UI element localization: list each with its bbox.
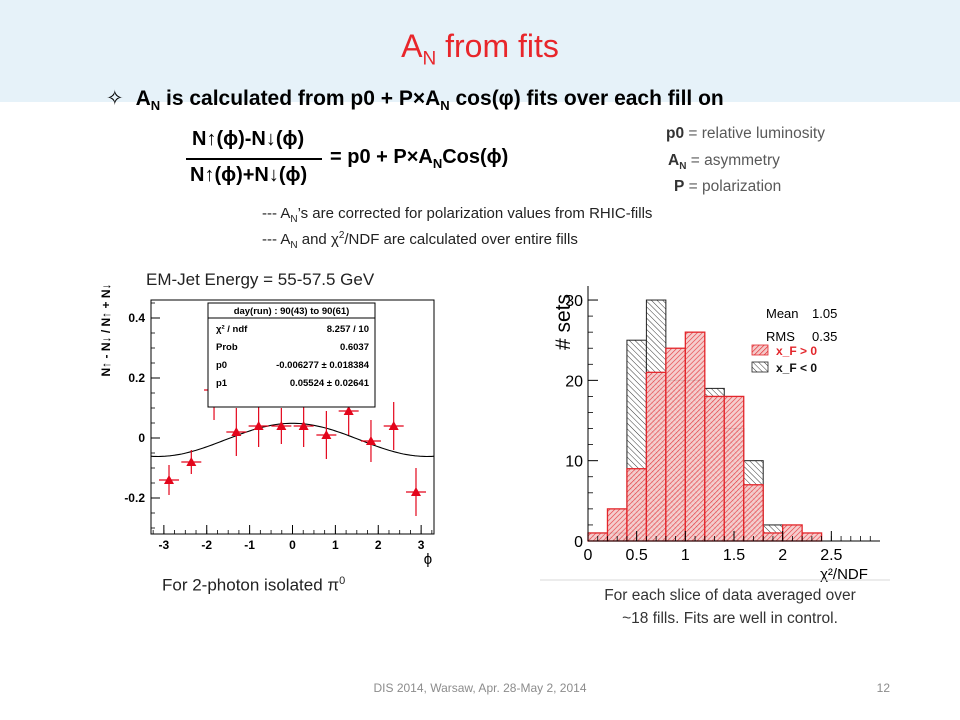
formula-numerator: N↑(ϕ)-N↓(ϕ) (192, 128, 305, 150)
legend-label-xf-pos: x_F > 0 (776, 344, 817, 358)
note-chi2: --- AN and χ2/NDF are calculated over en… (262, 230, 578, 251)
stats-row-value: -0.006277 ± 0.018384 (276, 360, 370, 371)
stats-row-value: 8.257 / 10 (327, 324, 369, 335)
x-tick-label: 2 (375, 538, 382, 552)
formula-fraction-bar (186, 158, 322, 160)
left-chart-title: EM-Jet Energy = 55-57.5 GeV (146, 270, 375, 289)
x-tick-label: 3 (418, 538, 425, 552)
y-tick-label: 0 (574, 534, 583, 551)
histogram-bar-xf-pos (743, 484, 764, 542)
legend-swatch-xf-pos (751, 344, 769, 356)
y-tick-label: 0.4 (128, 311, 145, 325)
x-tick-label: 1 (681, 547, 690, 564)
y-tick-label: 20 (565, 373, 583, 390)
y-tick-label: 30 (565, 293, 583, 310)
legend-p: P = polarization (674, 178, 782, 195)
left-chart-caption: For 2-photon isolated π0 (162, 575, 346, 595)
stats-box (207, 302, 376, 408)
x-tick-label: 0.5 (626, 547, 648, 564)
histogram-bar-xf-pos (723, 395, 745, 542)
stats-header: day(run) : 90(43) to 90(61) (234, 306, 350, 317)
right-chart-caption: For each slice of data averaged over ~18 … (604, 587, 856, 627)
histogram-bar-xf-pos (665, 347, 686, 542)
stats-row-name: χ² / ndf (216, 324, 248, 335)
stats-rms-value: 0.35 (812, 329, 837, 344)
stats-mean-value: 1.05 (812, 306, 837, 321)
footer: DIS 2014, Warsaw, Apr. 28-May 2, 2014 (373, 681, 587, 695)
y-axis-label: # sets (552, 294, 575, 350)
y-tick-label: 0.2 (128, 371, 145, 385)
y-axis-label: N↑ - N↓ / N↑ + N↓ (99, 283, 113, 376)
stats-row-name: p0 (216, 360, 227, 371)
star-bullet-icon: ✧ (106, 87, 124, 110)
stats-row-name: p1 (216, 378, 228, 389)
header-band (0, 0, 960, 102)
x-tick-label: 2.5 (820, 547, 842, 564)
x-axis-label: ϕ (424, 551, 432, 568)
x-tick-label: 2 (778, 547, 787, 564)
x-tick-label: 1 (332, 538, 339, 552)
x-tick-label: -1 (244, 538, 255, 552)
formula-denominator: N↑(ϕ)+N↓(ϕ) (190, 164, 308, 186)
x-tick-label: 0 (584, 547, 593, 564)
legend-swatch-xf-neg (751, 361, 769, 373)
formula: N↑(ϕ)-N↓(ϕ) N↑(ϕ)+N↓(ϕ) = p0 + P×ANCos(ϕ… (186, 124, 546, 194)
data-point (298, 421, 309, 430)
data-point (343, 406, 354, 415)
x-axis-label: χ²/NDF (820, 566, 868, 583)
data-point (321, 430, 332, 439)
formula-rhs: = p0 + P×ANCos(ϕ) (330, 146, 509, 171)
legend-an: AN = asymmetry (668, 152, 780, 173)
legend-label-xf-neg: x_F < 0 (776, 361, 817, 375)
y-tick-label: -0.2 (124, 491, 145, 505)
y-tick-label: 10 (565, 454, 583, 471)
note-polarization: --- AN’s are corrected for polarization … (262, 205, 653, 225)
x-tick-label: -3 (159, 538, 170, 552)
stats-rms-label: RMS (766, 329, 795, 344)
x-tick-label: -2 (201, 538, 212, 552)
histogram-bar-xf-pos (684, 331, 706, 542)
data-point (186, 457, 197, 466)
data-point (410, 487, 421, 496)
page-number: 12 (876, 681, 890, 695)
fit-curve (150, 422, 435, 458)
bullet-text: ✧ AN is calculated from p0 + P×AN cos(φ) … (106, 87, 724, 114)
histogram-bar-xf-pos (626, 468, 648, 542)
y-tick-label: 0 (138, 431, 145, 445)
data-point (388, 421, 399, 430)
stats-row-value: 0.05524 ± 0.02641 (290, 378, 370, 389)
stats-row-name: Prob (216, 342, 238, 353)
data-point (164, 475, 175, 484)
x-tick-label: 0 (289, 538, 296, 552)
stats-row-value: 0.6037 (340, 342, 369, 353)
stats-mean-label: Mean (766, 306, 799, 321)
data-point (231, 427, 242, 436)
legend-p0: p0 = relative luminosity (666, 125, 825, 142)
data-point (276, 421, 287, 430)
data-point (253, 421, 264, 430)
x-tick-label: 1.5 (723, 547, 745, 564)
histogram-bar-xf-pos (704, 395, 725, 542)
histogram-bar-xf-pos (645, 371, 667, 542)
data-point (365, 436, 376, 445)
slide-title: AN from fits (401, 28, 559, 70)
